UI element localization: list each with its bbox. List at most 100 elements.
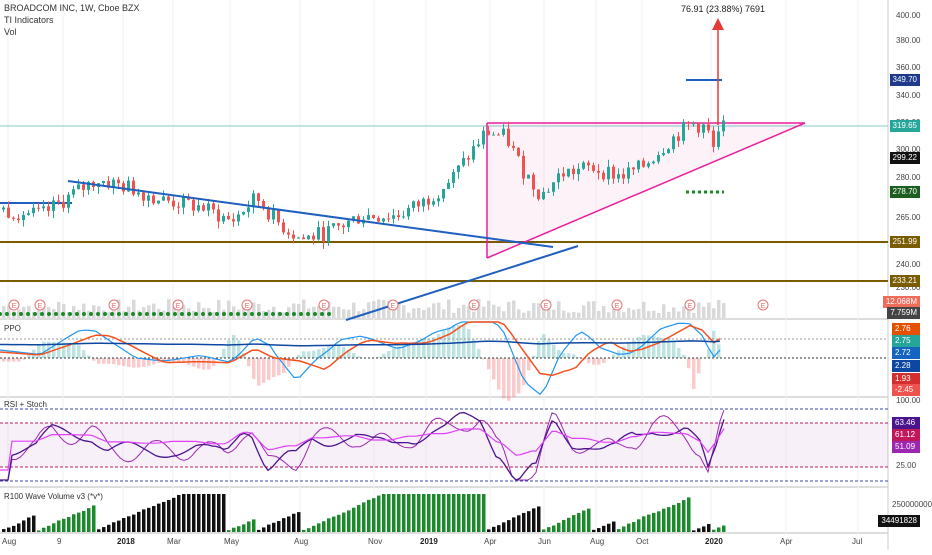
signal-dot <box>40 312 44 316</box>
ppo-histogram-bar <box>592 358 596 365</box>
ppo-badge: 2.75 <box>892 335 920 347</box>
time-axis-label: 2018 <box>117 537 135 546</box>
signal-dot <box>187 312 191 316</box>
wave-volume-bar <box>392 494 396 532</box>
volume-bar <box>142 307 146 318</box>
volume-bar <box>332 307 336 318</box>
ppo-histogram-bar <box>587 358 591 363</box>
volume-bar <box>632 310 636 318</box>
wave-volume-bar <box>292 514 296 532</box>
candle-body <box>532 175 535 190</box>
volume-bar <box>402 305 406 318</box>
price-tick-label: 240.00 <box>896 260 920 269</box>
volume-bar <box>637 309 641 318</box>
wave-volume-bar <box>592 530 596 532</box>
candle-body <box>427 199 430 205</box>
wave-volume-bar <box>637 519 641 532</box>
candle-body <box>162 197 165 201</box>
candle-body <box>422 199 425 207</box>
signal-dot <box>138 312 142 316</box>
wave-volume-bar <box>302 530 306 532</box>
candle-body <box>692 123 695 124</box>
volume-bar <box>297 304 301 318</box>
ppo-histogram-bar <box>677 348 681 358</box>
ppo-histogram-bar <box>542 334 546 358</box>
wave-volume-bar <box>342 513 346 532</box>
candle-body <box>467 158 470 159</box>
wave-volume-bar <box>262 527 266 532</box>
candle-body <box>12 218 15 219</box>
earnings-marker-label: E <box>761 303 766 310</box>
rsi-tick-label: 25.00 <box>896 461 916 470</box>
volume-bar <box>572 312 576 318</box>
volume-bar <box>457 308 461 318</box>
price-badge: 278.70 <box>890 186 920 198</box>
volume-bar <box>587 301 591 318</box>
earnings-marker-label: E <box>322 303 327 310</box>
ppo-histogram-bar <box>467 329 471 358</box>
wave-volume-bar <box>247 521 251 532</box>
wave-volume-bar <box>697 528 701 532</box>
wave-volume-bar <box>192 494 196 532</box>
wave-volume-bar <box>702 526 706 532</box>
volume-bar <box>517 309 521 318</box>
time-axis-label: Aug <box>590 537 604 546</box>
signal-dot <box>208 312 212 316</box>
candle-body <box>612 167 615 179</box>
candle-body <box>62 202 65 208</box>
ppo-histogram-bar <box>477 349 481 358</box>
wave-volume-bar <box>627 524 631 532</box>
ppo-signal-line <box>0 322 720 375</box>
candle-body <box>327 226 330 242</box>
candle-body <box>512 146 515 148</box>
candle-body <box>602 173 605 180</box>
wave-volume-bar <box>97 529 101 532</box>
rsi-badge: 61.12 <box>892 429 920 441</box>
wave-volume-bar <box>77 513 81 532</box>
ppo-histogram-bar <box>262 358 266 383</box>
candle-body <box>302 238 305 240</box>
candle-body <box>412 201 415 208</box>
volume-bar <box>442 309 446 318</box>
volume-bar <box>702 307 706 318</box>
volume-bar <box>427 307 431 318</box>
candle-body <box>292 235 295 239</box>
wave-volume-bar <box>222 494 226 532</box>
volume-bar <box>407 313 411 318</box>
candle-body <box>702 124 705 132</box>
wave-volume-bar <box>682 500 686 532</box>
ppo-histogram-bar <box>27 355 31 358</box>
wave-volume-bar <box>397 494 401 532</box>
candle-body <box>707 124 710 130</box>
volume-bar <box>512 300 516 318</box>
candle-body <box>177 207 180 208</box>
ppo-histogram-bar <box>457 325 461 358</box>
wave-volume-bar <box>257 530 261 532</box>
volume-bar <box>197 302 201 318</box>
candle-body <box>157 201 160 204</box>
volume-bar <box>682 306 686 318</box>
signal-dot <box>292 312 296 316</box>
candle-body <box>597 171 600 173</box>
ppo-histogram-bar <box>387 351 391 358</box>
price-tick-label: 340.00 <box>896 91 920 100</box>
candle-body <box>367 215 370 220</box>
wave-volume-bar <box>567 518 571 532</box>
volume-bar <box>462 305 466 318</box>
volume-bar <box>437 303 441 318</box>
candle-body <box>137 192 140 194</box>
wave-volume-bar <box>632 522 636 532</box>
ppo-histogram-bar <box>107 358 111 364</box>
candle-body <box>117 180 120 184</box>
descending-trendline <box>68 181 553 247</box>
volume-bar <box>522 313 526 318</box>
wave-volume-bar <box>527 511 531 532</box>
wave-volume-bar <box>522 513 526 532</box>
price-tick-label: 400.00 <box>896 11 920 20</box>
rsi-title: RSI + Stoch <box>4 400 47 409</box>
volume-bar <box>107 312 111 318</box>
ppo-histogram-bar <box>517 358 521 393</box>
volume-bar <box>627 308 631 318</box>
candle-body <box>377 218 380 221</box>
